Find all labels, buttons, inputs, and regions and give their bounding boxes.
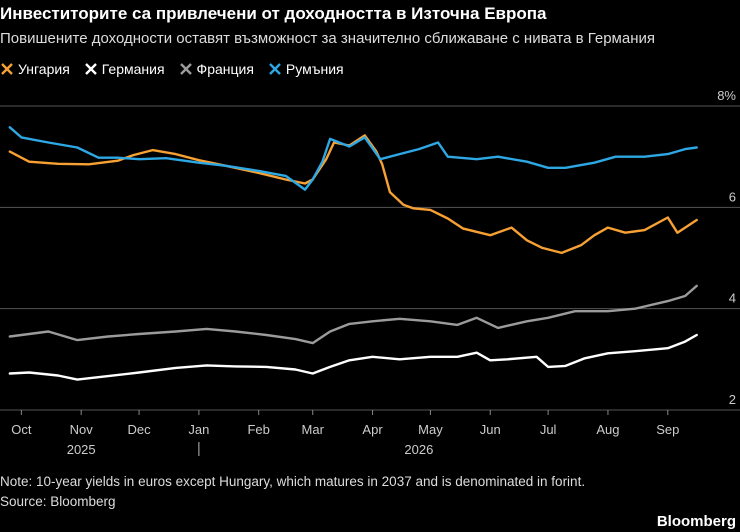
series-lines: [8, 126, 698, 381]
x-tick-label: Dec: [128, 422, 152, 437]
grid-lines: [0, 105, 740, 411]
legend-swatch-germany: [84, 63, 97, 75]
x-tick-label: Mar: [302, 422, 325, 437]
legend: Унгария Германия Франция Румъния: [0, 61, 344, 77]
chart-title: Инвеститорите са привлечени от доходност…: [0, 4, 547, 23]
x-tick-label: Aug: [596, 422, 619, 437]
legend-item-hungary: Унгария: [0, 61, 70, 77]
chart-subtitle: Повишените доходности оставят възможност…: [0, 30, 655, 47]
bloomberg-logo: Bloomberg: [656, 513, 736, 530]
series-line-1: [8, 333, 698, 381]
series-line-2: [8, 284, 698, 345]
x-tick-label: Feb: [247, 422, 269, 437]
legend-swatch-hungary: [1, 63, 13, 75]
legend-item-france: Франция: [179, 61, 254, 77]
x-tick-label: Oct: [11, 422, 32, 437]
y-tick-label: 2: [729, 392, 736, 407]
y-tick-label: 4: [729, 291, 736, 306]
x-tick-label: Jun: [480, 422, 501, 437]
legend-swatch-france: [179, 63, 192, 75]
legend-label-romania: Румъния: [285, 61, 344, 77]
legend-item-romania: Румъния: [268, 61, 344, 77]
x-tick-label: Nov: [70, 422, 94, 437]
y-tick-label: 6: [729, 189, 736, 204]
legend-swatch-romania: [269, 63, 281, 75]
series-line-3: [8, 126, 698, 191]
x-tick-label: Sep: [656, 422, 679, 437]
y-axis-ticks: 8% 6 4 2: [717, 88, 736, 407]
x-axis: Oct Nov Dec Jan Feb Mar Apr May Jun Jul Aug Sep 2025…: [11, 410, 679, 457]
legend-item-germany: Германия: [84, 61, 165, 77]
series-line-0: [8, 134, 698, 255]
legend-label-germany: Германия: [101, 61, 165, 77]
x-tick-label: Jul: [540, 422, 557, 437]
legend-label-hungary: Унгария: [18, 61, 70, 77]
y-tick-label: 8%: [717, 88, 736, 103]
chart-source: Source: Bloomberg: [0, 494, 116, 509]
legend-label-france: Франция: [196, 61, 254, 77]
x-tick-label: Apr: [362, 422, 383, 437]
x-tick-label: Jan: [188, 422, 209, 437]
year-label: 2026: [404, 442, 433, 457]
x-tick-label: May: [418, 422, 443, 437]
year-label: 2025: [67, 442, 96, 457]
line-chart: 8% 6 4 2 Oct Nov Dec Jan Feb Mar Apr May Jun Jul Aug S…: [0, 88, 740, 457]
chart-note: Note: 10-year yields in euros except Hun…: [0, 474, 586, 489]
